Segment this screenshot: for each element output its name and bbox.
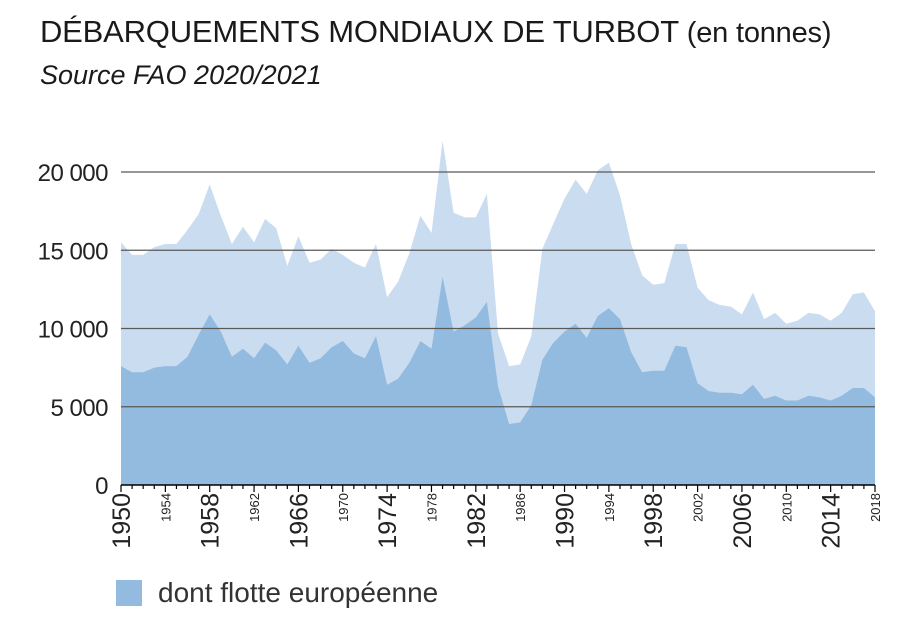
x-tick-label: 1966 xyxy=(285,493,313,549)
x-tick-label: 1974 xyxy=(374,493,402,549)
x-tick-label: 1954 xyxy=(158,493,173,522)
y-tick-label: 0 xyxy=(95,473,108,500)
y-tick-label: 5 000 xyxy=(50,395,108,422)
x-tick-label: 2010 xyxy=(779,493,794,522)
y-tick-label: 10 000 xyxy=(38,317,109,344)
x-tick-label: 1998 xyxy=(640,493,668,549)
x-tick-label: 1970 xyxy=(336,493,351,522)
x-tick-label: 1958 xyxy=(197,493,225,549)
chart-subtitle: Source FAO 2020/2021 xyxy=(40,60,322,90)
x-tick-label: 2006 xyxy=(729,493,757,549)
x-tick-label: 1994 xyxy=(602,493,617,522)
legend-swatch-european xyxy=(116,580,142,606)
x-tick-label: 1962 xyxy=(247,493,262,522)
x-tick-label: 2002 xyxy=(691,493,706,522)
chart-title: DÉBARQUEMENTS MONDIAUX DE TURBOT (en ton… xyxy=(40,14,832,49)
x-tick-label: 1978 xyxy=(424,493,439,522)
series-european-area xyxy=(121,276,875,485)
y-tick-label: 15 000 xyxy=(38,238,109,265)
x-tick-label: 1982 xyxy=(463,493,491,549)
x-tick-label: 1990 xyxy=(552,493,580,549)
x-tick-label: 1986 xyxy=(513,493,528,522)
x-tick-label: 2014 xyxy=(818,493,846,549)
y-tick-label: 20 000 xyxy=(38,160,109,187)
x-tick-label: 2018 xyxy=(868,493,883,522)
x-tick-label: 1950 xyxy=(108,493,136,549)
legend: dont flotte européenne xyxy=(116,577,438,609)
legend-label-european: dont flotte européenne xyxy=(158,577,439,608)
